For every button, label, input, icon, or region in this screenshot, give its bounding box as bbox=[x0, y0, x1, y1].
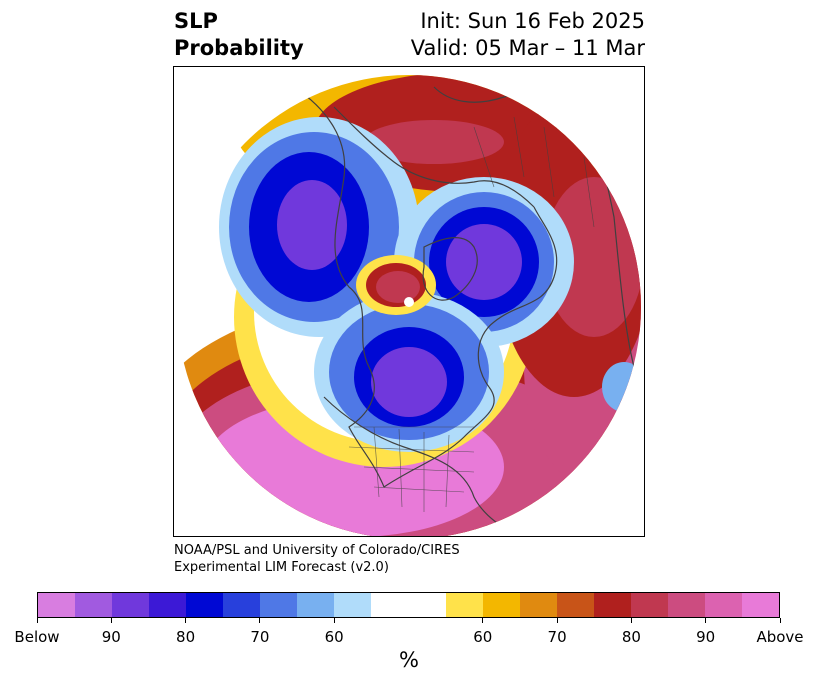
below-region-west bbox=[277, 180, 347, 270]
colorbar-swatch bbox=[112, 593, 150, 617]
colorbar bbox=[37, 592, 780, 618]
colorbar-tick bbox=[110, 618, 112, 623]
probability-map-svg bbox=[177, 75, 641, 536]
colorbar-tick bbox=[259, 618, 261, 623]
colorbar-swatch bbox=[149, 593, 187, 617]
colorbar-tick bbox=[36, 618, 38, 623]
colorbar-tick-label: 60 bbox=[473, 628, 493, 646]
colorbar-tick-label: 70 bbox=[547, 628, 567, 646]
colorbar-swatch bbox=[704, 593, 742, 617]
colorbar-swatch bbox=[593, 593, 631, 617]
forecast-dates: Init: Sun 16 Feb 2025 Valid: 05 Mar – 11… bbox=[411, 8, 645, 62]
colorbar-swatch bbox=[297, 593, 335, 617]
colorbar-tick bbox=[482, 618, 484, 623]
polar-map bbox=[173, 66, 645, 537]
valid-period: Valid: 05 Mar – 11 Mar bbox=[410, 36, 645, 60]
colorbar-unit: % bbox=[399, 648, 419, 672]
colorbar-swatch bbox=[334, 593, 372, 617]
above-region-arctic bbox=[376, 271, 420, 303]
colorbar-tick-label: 60 bbox=[324, 628, 344, 646]
colorbar-swatch bbox=[223, 593, 261, 617]
colorbar-tick-label: 80 bbox=[176, 628, 196, 646]
colorbar-swatch bbox=[630, 593, 668, 617]
colorbar-swatch bbox=[371, 593, 446, 617]
init-date: Init: Sun 16 Feb 2025 bbox=[420, 9, 645, 33]
colorbar-tick bbox=[185, 618, 187, 623]
colorbar-tick bbox=[556, 618, 558, 623]
colorbar-tick-label: 70 bbox=[250, 628, 270, 646]
colorbar-tick bbox=[630, 618, 632, 623]
colorbar-tick-label: Below bbox=[14, 628, 60, 646]
colorbar-tick bbox=[333, 618, 335, 623]
colorbar-swatch bbox=[260, 593, 298, 617]
colorbar-tick bbox=[705, 618, 707, 623]
credit-text: NOAA/PSL and University of Colorado/CIRE… bbox=[174, 542, 460, 576]
colorbar-swatch bbox=[75, 593, 113, 617]
plot-title: SLP Probability bbox=[174, 8, 304, 62]
title-variable: SLP bbox=[174, 9, 218, 33]
colorbar-tick-label: 90 bbox=[696, 628, 716, 646]
colorbar-swatch bbox=[741, 593, 779, 617]
below-region-atlantic bbox=[446, 224, 522, 300]
below-region-north-america bbox=[371, 347, 447, 417]
colorbar-tick-label: 80 bbox=[621, 628, 641, 646]
colorbar-tick-label: Above bbox=[756, 628, 804, 646]
colorbar-swatch bbox=[445, 593, 483, 617]
title-quantity: Probability bbox=[174, 36, 304, 60]
colorbar-swatch bbox=[556, 593, 594, 617]
colorbar-swatch bbox=[667, 593, 705, 617]
colorbar-tick-label: 90 bbox=[101, 628, 121, 646]
colorbar-swatch bbox=[186, 593, 224, 617]
colorbar-tick bbox=[779, 618, 781, 623]
credit-line-1: NOAA/PSL and University of Colorado/CIRE… bbox=[174, 543, 460, 558]
colorbar-swatch bbox=[38, 593, 76, 617]
colorbar-swatch bbox=[519, 593, 557, 617]
credit-line-2: Experimental LIM Forecast (v2.0) bbox=[174, 560, 389, 575]
colorbar-swatch bbox=[482, 593, 520, 617]
